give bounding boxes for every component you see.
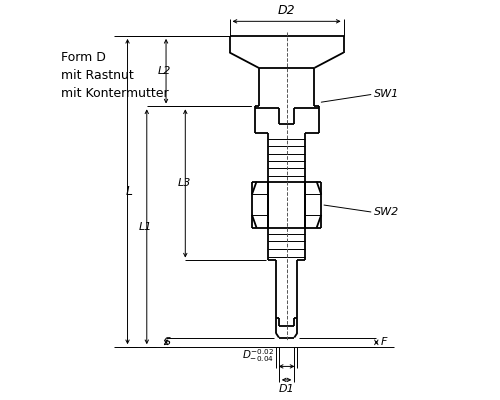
Text: L3: L3	[178, 178, 190, 188]
Text: Form D
mit Rastnut
mit Kontermutter: Form D mit Rastnut mit Kontermutter	[62, 50, 169, 100]
Text: $D^{-0.02}_{-0.04}$: $D^{-0.02}_{-0.04}$	[242, 348, 274, 364]
Text: SW1: SW1	[374, 89, 400, 99]
Text: L: L	[126, 185, 133, 198]
Text: L1: L1	[139, 222, 152, 232]
Text: S: S	[164, 337, 172, 347]
Text: SW2: SW2	[374, 207, 400, 217]
Text: F: F	[381, 337, 388, 347]
Text: D1: D1	[278, 384, 294, 394]
Text: D2: D2	[278, 4, 295, 17]
Text: L2: L2	[158, 66, 172, 76]
